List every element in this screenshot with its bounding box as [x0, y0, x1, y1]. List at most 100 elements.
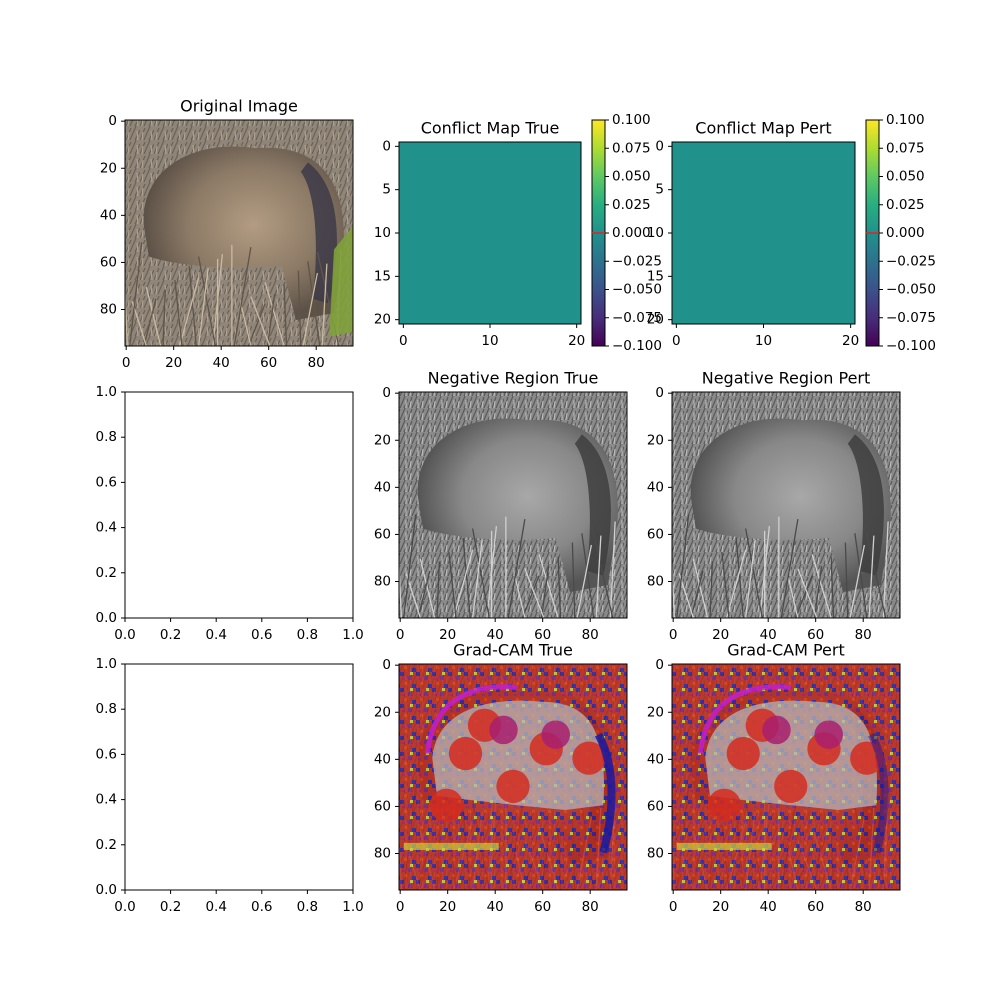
grass-blade	[448, 552, 457, 618]
y-tick-label: 0	[655, 385, 664, 401]
grass-blade	[247, 303, 266, 346]
x-tick-label: 40	[487, 899, 504, 915]
y-tick-label: 20	[374, 312, 391, 328]
gradcam-hotspot	[814, 720, 843, 749]
grass-blade	[797, 568, 818, 618]
x-tick-label: 20	[712, 899, 729, 915]
x-tick-label: 20	[568, 333, 585, 349]
x-tick-label: 20	[842, 333, 859, 349]
animal-body	[143, 146, 344, 321]
x-tick-label: 0	[399, 333, 408, 349]
grass-blade	[266, 294, 276, 346]
grass-blade	[868, 535, 875, 618]
x-tick-label: 10	[481, 333, 498, 349]
y-tick-label: 80	[100, 302, 117, 318]
axes-frame	[671, 663, 901, 891]
grass-blade	[250, 296, 271, 346]
grass-blade	[725, 549, 747, 618]
grass-blade	[452, 549, 474, 618]
y-tick-label: 0.2	[96, 565, 117, 581]
x-tick-label: 0.0	[114, 899, 135, 915]
grass-blade	[462, 537, 471, 618]
colorbar-tick-label: 0.000	[886, 225, 925, 241]
y-tick-label: 0.6	[96, 746, 117, 762]
panel-title: Conflict Map Pert	[695, 119, 831, 138]
x-tick-label: 0.4	[205, 899, 226, 915]
colorbar-tick-label: 0.025	[886, 197, 925, 213]
grass-blade	[709, 561, 714, 618]
gradcam-hotspot	[541, 720, 570, 749]
grass-blade	[780, 519, 799, 618]
gradcam-hotspot	[496, 769, 530, 804]
y-tick-label: 1.0	[96, 656, 117, 672]
x-tick-label: 0.0	[114, 627, 135, 643]
x-tick-label: 0	[122, 355, 131, 371]
x-tick-label: 1.0	[342, 627, 363, 643]
colorbar-tick-label: −0.075	[886, 310, 936, 326]
x-tick-label: 20	[712, 627, 729, 643]
image-content	[399, 392, 627, 618]
grass-blade	[581, 533, 595, 618]
grass-blade	[507, 519, 526, 618]
grass-blade	[690, 570, 704, 618]
x-tick-label: 0.4	[205, 627, 226, 643]
grass-blade	[811, 554, 832, 618]
y-tick-label: 40	[100, 207, 117, 223]
grass-blade	[524, 568, 545, 618]
grass-blade	[521, 575, 540, 618]
x-tick-label: 1.0	[342, 899, 363, 915]
colorbar-tick-label: −0.050	[886, 282, 936, 298]
x-tick-label: 0	[396, 627, 405, 643]
x-tick-label: 40	[760, 899, 777, 915]
grass-blade	[233, 247, 252, 346]
x-tick-label: 0	[669, 899, 678, 915]
grass-blade	[143, 298, 157, 346]
heatmap-fill	[399, 142, 581, 324]
y-tick-label: 60	[374, 798, 391, 814]
axes-frame	[671, 391, 901, 619]
y-tick-label: 15	[647, 268, 664, 284]
animal-shadow	[300, 162, 337, 304]
x-tick-label: 0	[672, 333, 681, 349]
y-tick-label: 20	[374, 704, 391, 720]
grass-blade	[813, 566, 823, 618]
gradcam-band	[594, 732, 616, 854]
animal-body	[690, 418, 891, 593]
panel-title: Negative Region Pert	[702, 369, 871, 388]
grass-blade	[672, 550, 676, 618]
grass-blade	[609, 521, 616, 618]
axes-background	[125, 392, 353, 618]
x-tick-label: 80	[855, 899, 872, 915]
grass-blade	[595, 535, 602, 618]
gradcam-streak	[403, 842, 499, 850]
grass-blade	[571, 542, 576, 618]
y-tick-label: 5	[655, 182, 664, 198]
grass-blade	[471, 528, 490, 618]
gradcam-hotspot	[572, 741, 606, 775]
grass-blade	[436, 561, 441, 618]
grass-blade	[863, 523, 887, 618]
subplot-8: Grad-CAM True 0 20 40 60 80 0 20 40 60 80	[374, 641, 628, 915]
x-tick-label: 40	[760, 627, 777, 643]
colorbar-tick-label: 0.100	[886, 112, 925, 128]
x-tick-label: 20	[165, 355, 182, 371]
grass-blade	[307, 261, 321, 346]
panel-title: Original Image	[180, 97, 298, 116]
x-tick-label: 60	[534, 899, 551, 915]
colorbar-tick-label: −0.100	[612, 338, 662, 354]
y-tick-label: 60	[647, 526, 664, 542]
grass-blade	[283, 284, 288, 346]
colorbar-tick-label: −0.100	[886, 338, 936, 354]
animal-shadow	[847, 434, 884, 576]
gradcam-arc	[698, 684, 792, 754]
x-tick-label: 60	[260, 355, 277, 371]
colorbar-tick-label: −0.025	[612, 253, 662, 269]
y-tick-label: 20	[100, 160, 117, 176]
grass-blade	[417, 570, 431, 618]
x-tick-label: 80	[582, 899, 599, 915]
x-tick-label: 0	[669, 627, 678, 643]
y-tick-label: 20	[647, 432, 664, 448]
subplot-7: 0.0 0.2 0.4 0.6 0.8 1.0 0.0 0.2 0.4 0.6 0.8 1.0	[96, 656, 364, 915]
y-tick-label: 80	[374, 574, 391, 590]
y-tick-label: 80	[647, 574, 664, 590]
